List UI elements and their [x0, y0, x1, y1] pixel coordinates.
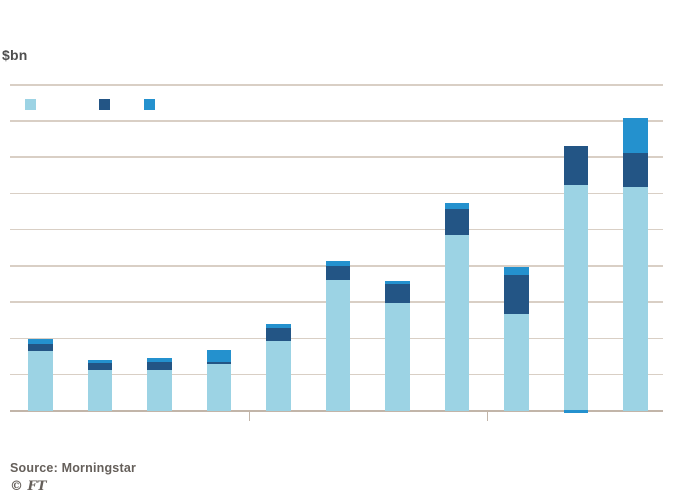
bar-segment-light-blue: [385, 302, 410, 411]
bar-segment-light-blue: [325, 280, 351, 411]
bar-segment-bright-blue: [444, 202, 470, 209]
bar-segment-bright-blue: [325, 261, 351, 267]
ft-copyright: © FT: [10, 479, 47, 494]
gridline: [10, 84, 663, 86]
bar-segment-light-blue: [147, 370, 172, 411]
bar-segment-bright-blue: [147, 358, 172, 362]
gridline: [10, 120, 663, 122]
source-caption: Source: Morningstar: [10, 461, 137, 475]
bar-segment-dark-navy: [147, 361, 172, 371]
bar-segment-bright-blue: [266, 324, 291, 328]
gridline: [10, 156, 663, 158]
bar-segment-light-blue: [87, 370, 113, 411]
bar-segment-light-blue: [623, 187, 648, 411]
x-axis-tick: [248, 411, 251, 421]
bar-segment-light-blue: [504, 313, 529, 411]
bar-segment-light-blue: [28, 350, 53, 411]
gridline: [10, 192, 663, 195]
bar-segment-bright-blue: [385, 281, 410, 284]
bar-segment-dark-navy: [266, 327, 291, 342]
bar-segment-dark-navy: [444, 208, 470, 236]
bar-segment-bright-blue: [206, 349, 232, 363]
bar-segment-bright-blue: [504, 267, 529, 276]
bar-segment-dark-navy: [28, 344, 53, 351]
bar-segment-bright-blue: [623, 118, 648, 153]
bar-segment-light-blue: [206, 364, 232, 411]
bar-segment-light-blue: [266, 341, 291, 411]
bar-segment-light-blue: [563, 184, 589, 411]
bar-segment-dark-navy: [325, 266, 351, 281]
x-axis-line: [10, 410, 663, 412]
bar-segment-dark-navy: [87, 362, 113, 371]
bar-segment-dark-navy: [563, 146, 589, 185]
bright-blue-series-swatch: [144, 99, 155, 110]
dark-navy-series-swatch: [99, 99, 110, 110]
x-axis-tick: [486, 411, 489, 421]
bar-segment-light-blue: [444, 235, 470, 411]
bar-segment-dark-navy: [623, 152, 648, 188]
bar-segment-dark-navy: [504, 275, 529, 314]
bar-segment-dark-navy: [385, 283, 410, 303]
y-axis-unit-label: $bn: [2, 47, 28, 63]
bar-segment-bright-blue: [28, 339, 53, 345]
light-blue-series-swatch: [25, 99, 36, 110]
bar-segment-dark-navy: [206, 362, 232, 365]
gridline: [10, 228, 663, 231]
bar-segment-bright-blue-bottom-strip: [563, 410, 589, 413]
bar-segment-bright-blue: [87, 360, 113, 363]
